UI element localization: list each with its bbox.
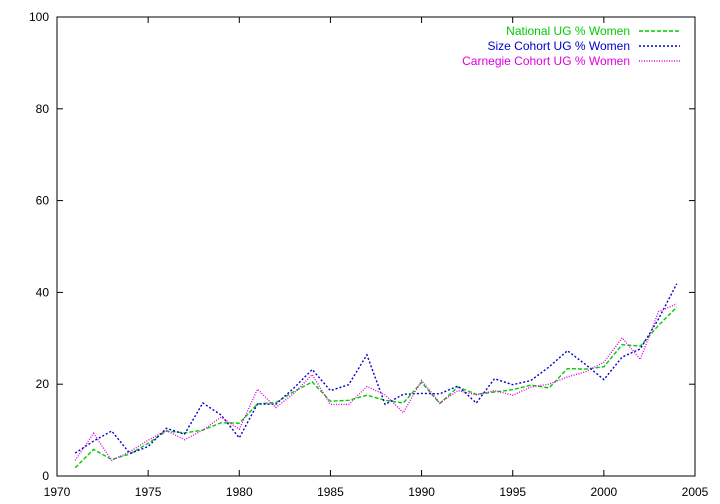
x-tick-label: 2005 bbox=[682, 485, 709, 499]
series-line-national-ug-women bbox=[74, 306, 678, 469]
y-tick-label: 40 bbox=[36, 285, 50, 299]
x-tick-label: 1995 bbox=[499, 485, 526, 499]
y-tick-label: 100 bbox=[29, 10, 49, 24]
plot-frame bbox=[56, 16, 696, 477]
legend-label: National UG % Women bbox=[506, 24, 630, 38]
series-line-carnegie-cohort-ug-women bbox=[74, 303, 678, 462]
x-tick-label: 1975 bbox=[135, 485, 162, 499]
x-tick-label: 1970 bbox=[44, 485, 71, 499]
legend-label: Size Cohort UG % Women bbox=[488, 39, 631, 53]
y-tick-label: 80 bbox=[36, 102, 50, 116]
series-lines bbox=[74, 283, 678, 469]
legend-label: Carnegie Cohort UG % Women bbox=[462, 54, 630, 68]
y-tick-label: 20 bbox=[36, 377, 50, 391]
x-tick-label: 1990 bbox=[408, 485, 435, 499]
x-tick-label: 1985 bbox=[317, 485, 344, 499]
x-tick-label: 1980 bbox=[226, 485, 253, 499]
y-tick-label: 0 bbox=[42, 469, 49, 483]
y-tick-label: 60 bbox=[36, 194, 50, 208]
x-tick-label: 2000 bbox=[591, 485, 618, 499]
axis-ticks: 1970 1975 1980 1985 1990 1995 2000 2005 0 20 40 60 8… bbox=[29, 10, 709, 499]
